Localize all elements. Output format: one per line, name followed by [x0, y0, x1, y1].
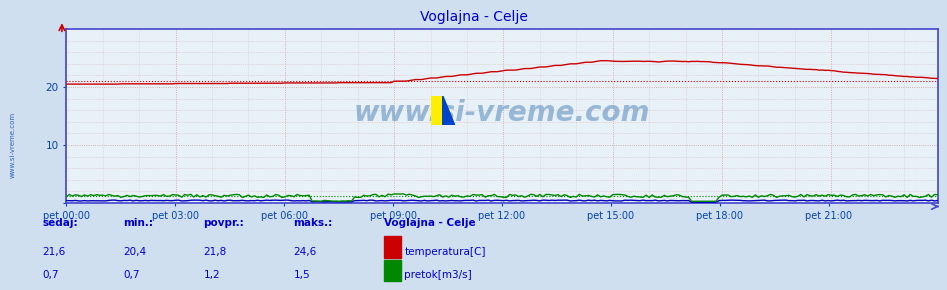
- Text: 1,5: 1,5: [294, 270, 311, 280]
- Text: 0,7: 0,7: [123, 270, 139, 280]
- Text: maks.:: maks.:: [294, 218, 332, 228]
- Text: povpr.:: povpr.:: [204, 218, 244, 228]
- Text: temperatura[C]: temperatura[C]: [404, 247, 486, 257]
- Text: www.si-vreme.com: www.si-vreme.com: [9, 112, 15, 178]
- Text: www.si-vreme.com: www.si-vreme.com: [353, 99, 651, 126]
- Text: 21,8: 21,8: [204, 247, 227, 257]
- Text: 1,2: 1,2: [204, 270, 221, 280]
- Text: 20,4: 20,4: [123, 247, 146, 257]
- Polygon shape: [443, 96, 455, 125]
- Text: 24,6: 24,6: [294, 247, 317, 257]
- Text: 21,6: 21,6: [43, 247, 66, 257]
- Text: sedaj:: sedaj:: [43, 218, 79, 228]
- Polygon shape: [431, 96, 443, 125]
- Text: min.:: min.:: [123, 218, 153, 228]
- Text: Voglajna - Celje: Voglajna - Celje: [420, 10, 527, 24]
- Text: Voglajna - Celje: Voglajna - Celje: [384, 218, 475, 228]
- Text: pretok[m3/s]: pretok[m3/s]: [404, 270, 473, 280]
- Text: 0,7: 0,7: [43, 270, 59, 280]
